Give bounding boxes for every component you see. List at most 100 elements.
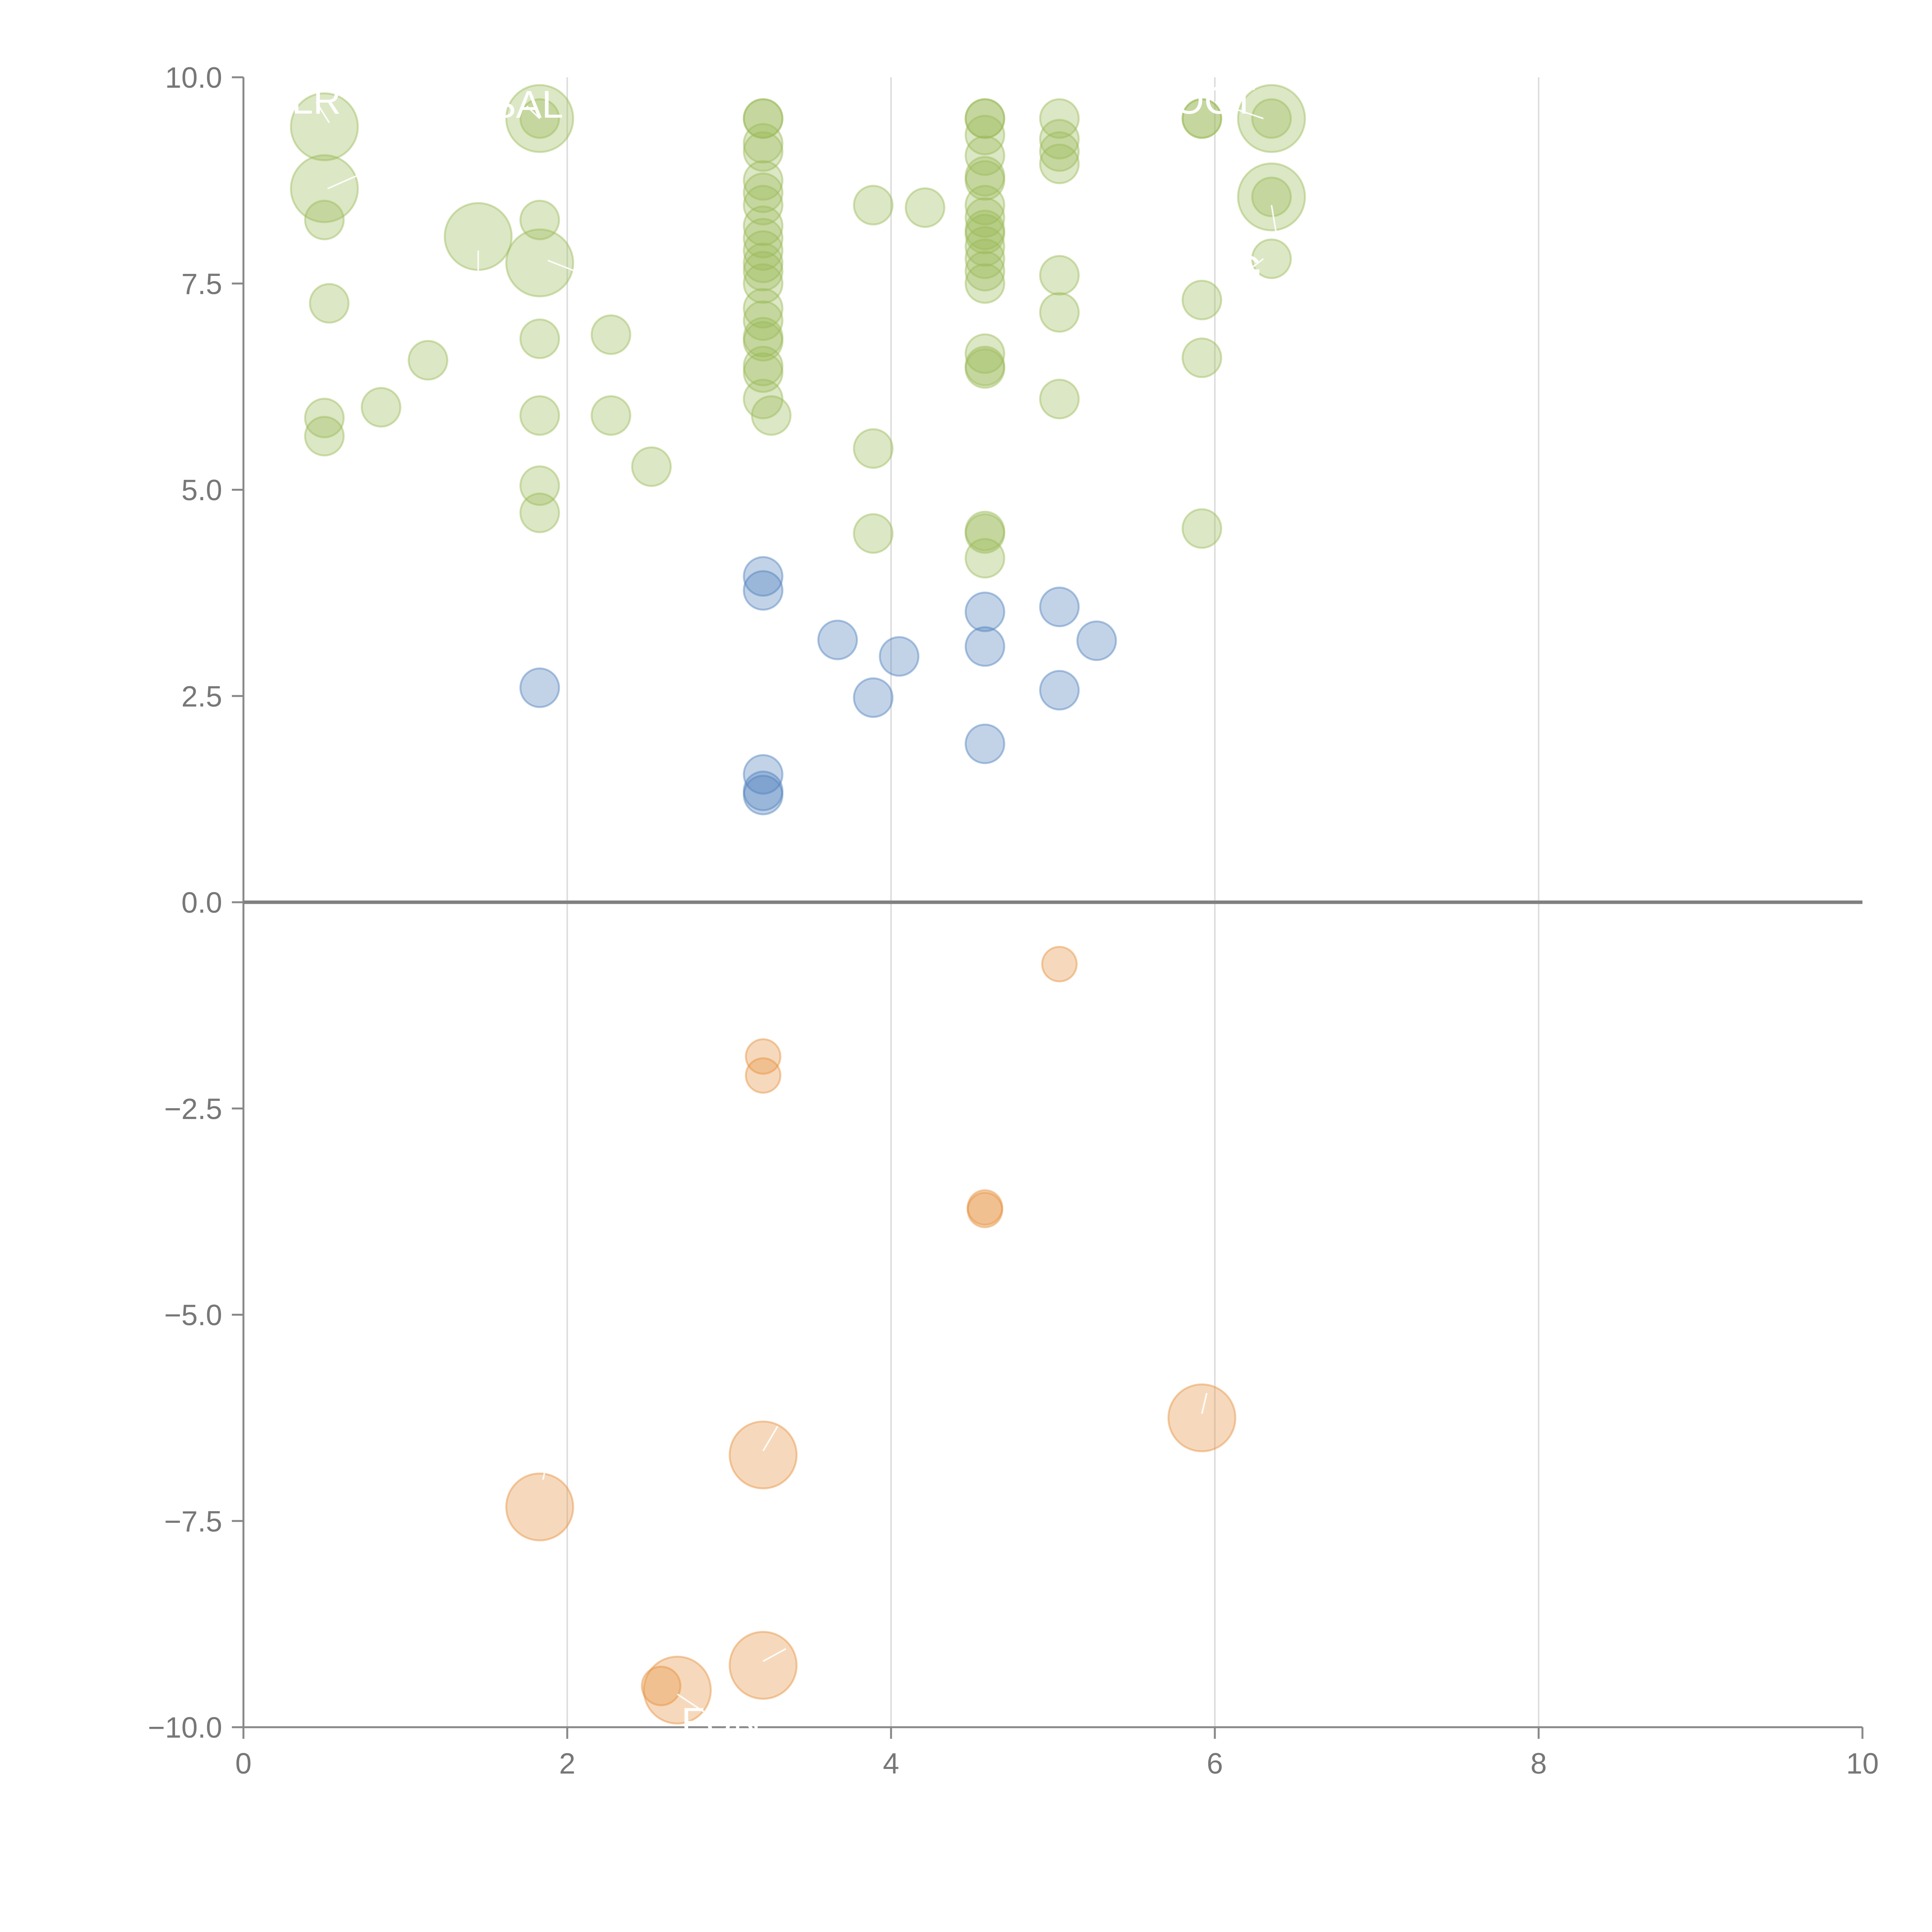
- data-point-green: [1181, 508, 1222, 549]
- data-point-green: [408, 340, 449, 381]
- data-point-green: [1039, 98, 1080, 139]
- data-point-green: [519, 465, 560, 506]
- y-tick-label: −7.5: [164, 1505, 222, 1538]
- y-tick-label: 10.0: [165, 61, 222, 94]
- data-point-green: [743, 317, 784, 358]
- data-point-orange: [966, 1189, 1003, 1226]
- data-point-green: [964, 214, 1005, 255]
- data-point-blue: [1039, 670, 1080, 711]
- data-point-green: [290, 92, 359, 162]
- data-point-green: [964, 114, 1005, 155]
- annotation-label: SAL: [490, 83, 563, 126]
- data-point-green: [743, 230, 784, 271]
- data-point-green: [1181, 279, 1222, 320]
- data-point-green: [1039, 143, 1080, 184]
- x-tick-label: 8: [1531, 1747, 1547, 1780]
- label-layer: LR SAL OCT G FUN: [292, 79, 1277, 1743]
- data-point-green: [590, 395, 631, 436]
- data-point-green: [304, 199, 345, 240]
- annotation-leader-line: [1247, 258, 1264, 272]
- data-point-orange: [505, 1472, 574, 1542]
- data-point-orange: [745, 1038, 782, 1075]
- annotation-leader-line: [1214, 101, 1264, 119]
- data-point-orange: [966, 1192, 1003, 1228]
- data-point-green: [964, 538, 1005, 579]
- annotation-leader-line: [542, 1422, 557, 1480]
- data-point-green: [1237, 84, 1306, 153]
- data-point-green: [1039, 119, 1080, 160]
- data-point-blue: [817, 619, 858, 660]
- data-point-green: [1039, 131, 1080, 172]
- annotation-leader-line: [1201, 1393, 1208, 1414]
- data-point-green: [361, 387, 401, 428]
- y-tick-label: 0.0: [181, 886, 222, 919]
- data-point-green: [751, 395, 792, 436]
- y-tick-label: 5.0: [181, 474, 222, 507]
- annotation-leader-line: [315, 101, 330, 123]
- data-point-blue: [879, 636, 920, 677]
- data-point-green: [1181, 98, 1222, 139]
- data-point-green: [743, 288, 784, 329]
- data-point-green: [905, 187, 946, 228]
- data-point-green: [964, 226, 1005, 267]
- data-point-green: [743, 251, 784, 292]
- data-point-green: [1251, 238, 1292, 279]
- annotation-leader-line: [1270, 205, 1277, 234]
- data-point-green: [519, 318, 560, 359]
- data-point-green: [964, 197, 1005, 238]
- data-point-blue: [743, 770, 784, 811]
- data-point-green: [1039, 379, 1080, 420]
- data-point-blue: [743, 774, 784, 815]
- data-point-green: [1251, 177, 1292, 218]
- data-point-green: [590, 314, 631, 355]
- annotation-leader-line: [526, 105, 541, 119]
- annotation-leader-line: [327, 171, 366, 190]
- data-point-green: [1237, 162, 1306, 231]
- data-point-blue: [743, 556, 784, 597]
- data-point-green: [743, 98, 784, 139]
- data-point-green: [964, 160, 1005, 201]
- data-point-green: [853, 513, 894, 554]
- data-point-green: [964, 333, 1005, 374]
- data-point-blue: [964, 591, 1005, 632]
- data-point-green: [743, 123, 784, 164]
- data-point-green: [290, 154, 359, 223]
- data-point-green: [853, 428, 894, 469]
- data-point-green: [964, 135, 1005, 176]
- data-point-green: [964, 185, 1005, 226]
- data-point-green: [743, 379, 784, 420]
- data-point-green: [964, 510, 1005, 551]
- point-layer: [290, 84, 1306, 1725]
- data-point-green: [1181, 337, 1222, 378]
- data-point-green: [743, 345, 784, 386]
- data-point-blue: [853, 677, 894, 718]
- data-point-green: [964, 513, 1005, 554]
- data-point-blue: [964, 626, 1005, 667]
- data-point-green: [743, 218, 784, 259]
- data-point-green: [743, 205, 784, 246]
- data-point-green: [304, 416, 345, 457]
- data-point-green: [743, 98, 784, 139]
- data-point-green: [743, 352, 784, 393]
- data-point-green: [519, 199, 560, 240]
- data-point-green: [743, 263, 784, 304]
- y-tick-label: 2.5: [181, 680, 222, 713]
- data-point-green: [743, 131, 784, 172]
- data-point-green: [964, 263, 1005, 304]
- data-point-green: [964, 156, 1005, 197]
- annotation-leader-line: [677, 1693, 722, 1724]
- data-point-green: [964, 238, 1005, 279]
- x-tick-label: 0: [235, 1747, 252, 1780]
- data-point-green: [519, 395, 560, 436]
- data-point-green: [964, 345, 1005, 386]
- axis-layer: 0 2 4 6 8 10 10.0 7.5 5.0 2.5 0.0 −2.5 −5.0 −7.5 −10.0: [148, 61, 1879, 1780]
- data-point-orange: [1041, 946, 1078, 983]
- data-point-blue: [1076, 620, 1117, 661]
- x-tick-label: 6: [1207, 1747, 1223, 1780]
- data-point-green: [743, 321, 784, 362]
- data-point-orange: [728, 1420, 798, 1490]
- data-point-green: [309, 283, 350, 324]
- data-point-green: [1181, 98, 1222, 139]
